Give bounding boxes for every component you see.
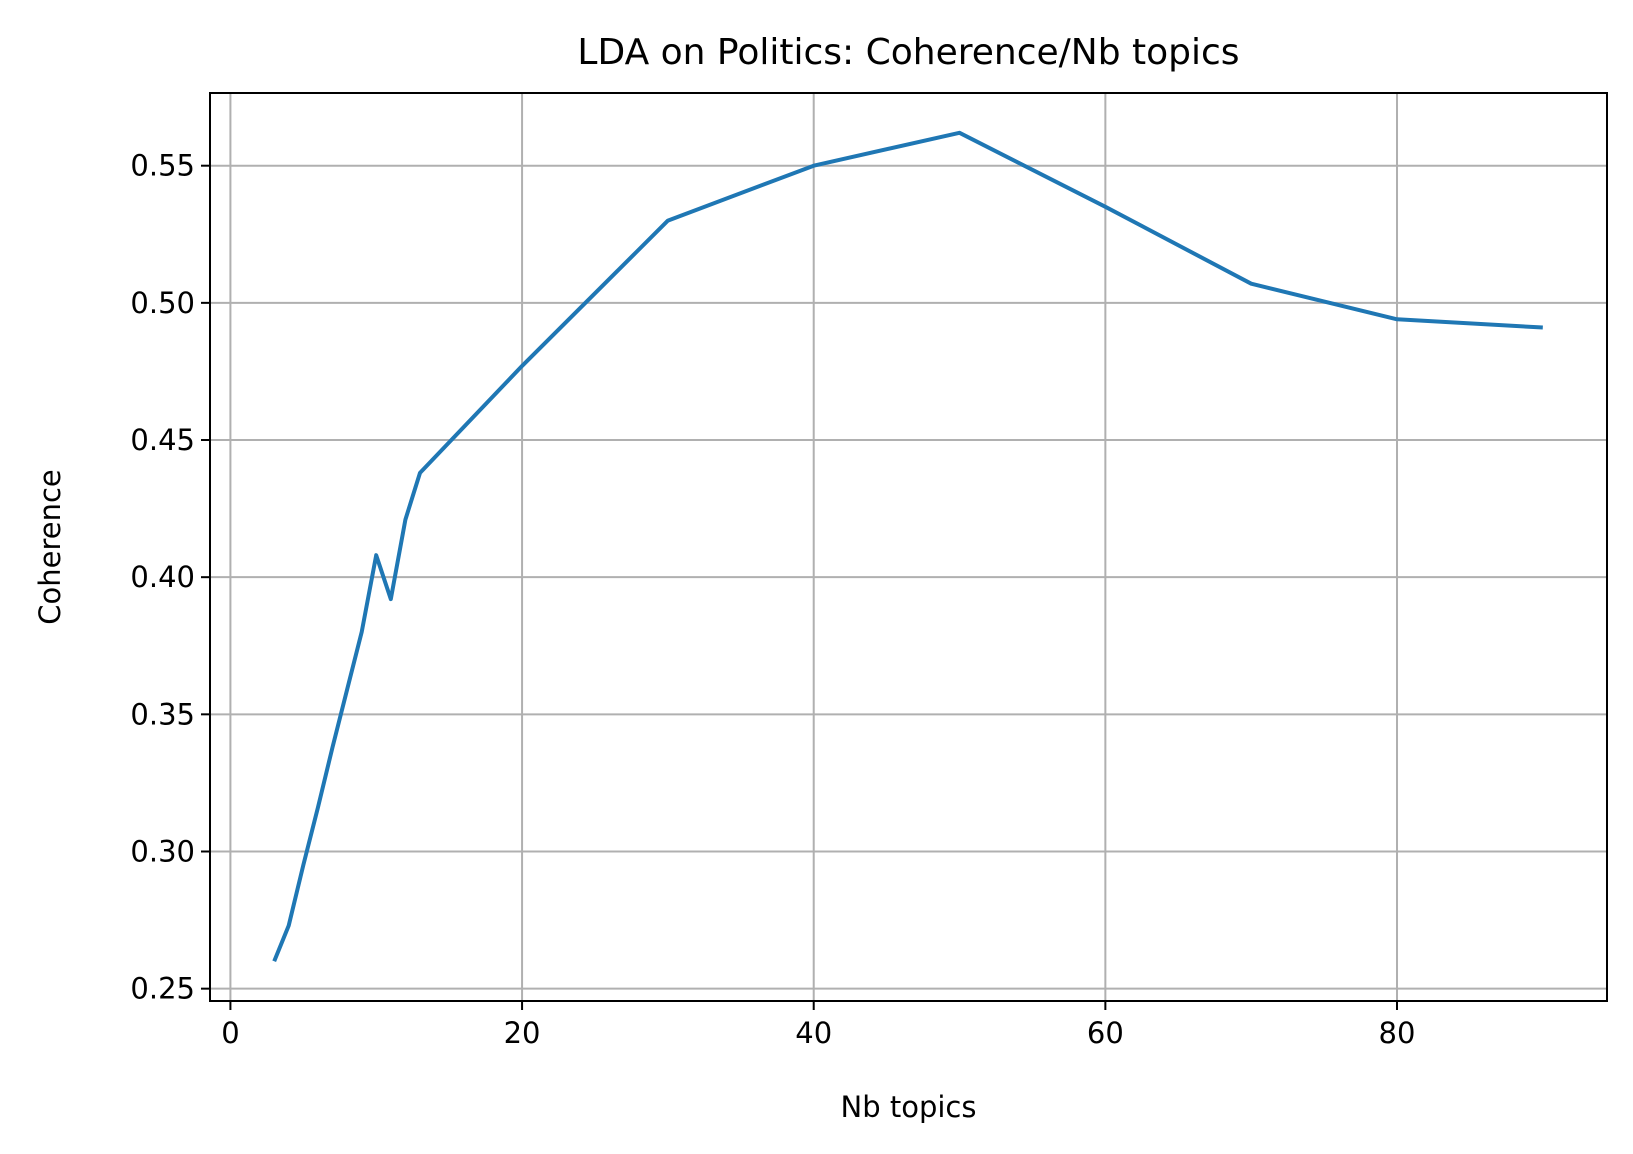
y-axis: 0.25 0.30 0.35 0.40 0.45 0.50 0.55	[130, 149, 210, 1006]
chart-title: LDA on Politics: Coherence/Nb topics	[577, 32, 1239, 73]
y-tick-label: 0.30	[130, 834, 195, 868]
y-tick-label: 0.40	[130, 560, 195, 594]
y-tick-label: 0.50	[130, 286, 195, 320]
y-axis-label: Coherence	[33, 469, 67, 625]
x-tick-label: 20	[504, 1016, 541, 1050]
y-tick-label: 0.45	[130, 423, 195, 457]
series-line	[272, 130, 1543, 962]
series-layer	[272, 130, 1543, 962]
y-tick-label: 0.35	[130, 697, 195, 731]
x-axis: 0 20 40 60 80	[221, 1001, 1415, 1050]
y-tick-label: 0.55	[130, 149, 195, 183]
x-axis-label: Nb topics	[841, 1090, 977, 1124]
axes-frame	[209, 92, 1608, 1002]
x-tick-label: 0	[221, 1016, 239, 1050]
x-tick-label: 80	[1379, 1016, 1416, 1050]
x-tick-label: 40	[795, 1016, 832, 1050]
x-tick-label: 60	[1087, 1016, 1124, 1050]
y-tick-label: 0.25	[130, 972, 195, 1006]
grid	[210, 93, 1607, 1001]
